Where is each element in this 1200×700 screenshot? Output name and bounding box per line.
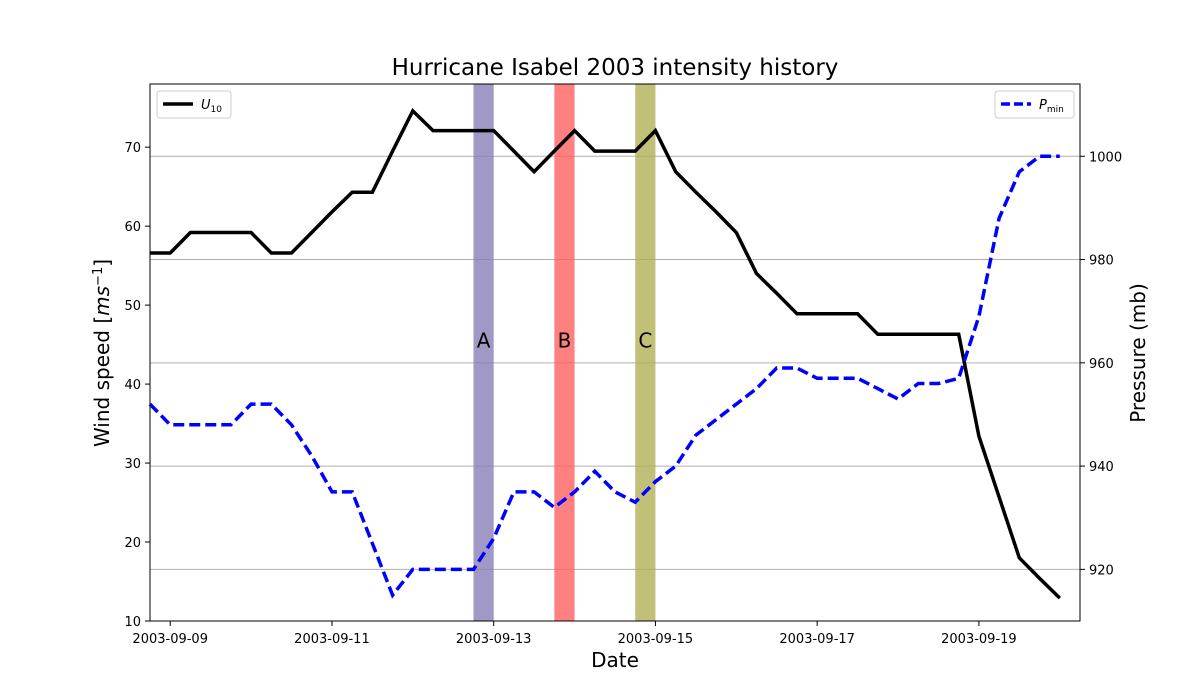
legend-pmin-box bbox=[994, 90, 1075, 119]
band-label-c: C bbox=[638, 329, 652, 353]
x-tick-label-2003-09-13: 2003-09-13 bbox=[456, 632, 532, 647]
axes-layer bbox=[149, 83, 1081, 622]
x-tick-label-2003-09-15: 2003-09-15 bbox=[618, 632, 694, 647]
legend-u10-box bbox=[156, 90, 232, 119]
plot-frame bbox=[149, 83, 1081, 622]
y-left-tick-label-40: 40 bbox=[124, 378, 141, 393]
y-axis-left-label-exponent: −1 bbox=[91, 267, 106, 286]
band-label-b: B bbox=[558, 329, 572, 353]
legend-pmin-label-main: P bbox=[1039, 98, 1047, 113]
series-line-u10 bbox=[150, 107, 1062, 600]
legend-pmin-label: Pmin bbox=[1039, 98, 1064, 115]
y-axis-left-label-unit: ms bbox=[90, 286, 114, 316]
y-right-tick-label-960: 960 bbox=[1089, 357, 1114, 372]
series-layer bbox=[148, 107, 1062, 600]
series-line-pmin bbox=[148, 154, 1060, 599]
band-a bbox=[473, 84, 494, 621]
legend-u10: U10 bbox=[156, 90, 232, 119]
legend-pmin-label-sub: min bbox=[1047, 105, 1064, 115]
grid-layer bbox=[150, 155, 1080, 570]
shaded-bands-layer: A B C bbox=[473, 84, 656, 621]
y-right-tick-label-980: 980 bbox=[1089, 254, 1114, 269]
band-label-a: A bbox=[477, 329, 491, 353]
x-tick-label-2003-09-11: 2003-09-11 bbox=[294, 632, 370, 647]
y-axis-left-label-main: Wind speed [ bbox=[90, 316, 114, 447]
legend-u10-label: U10 bbox=[201, 98, 222, 115]
y-axis-left-label: Wind speed [ms−1] bbox=[90, 259, 114, 447]
y-left-tick-label-50: 50 bbox=[124, 299, 141, 314]
ticks-layer: 2003-09-09 2003-09-11 2003-09-13 2003-09-15… bbox=[124, 141, 1122, 647]
y-right-tick-label-940: 940 bbox=[1089, 460, 1114, 475]
y-right-tick-label-920: 920 bbox=[1089, 563, 1114, 578]
band-b bbox=[554, 84, 575, 621]
y-left-tick-label-30: 30 bbox=[124, 457, 141, 472]
chart-title: Hurricane Isabel 2003 intensity history bbox=[392, 55, 839, 81]
legend-u10-label-sub: 10 bbox=[211, 105, 223, 115]
y-axis-left-label-close: ] bbox=[90, 259, 114, 267]
y-left-tick-label-70: 70 bbox=[124, 141, 141, 156]
legend-pmin: Pmin bbox=[994, 90, 1075, 119]
x-tick-label-2003-09-17: 2003-09-17 bbox=[779, 632, 855, 647]
y-right-tick-label-1000: 1000 bbox=[1089, 150, 1122, 165]
y-left-tick-label-20: 20 bbox=[124, 536, 141, 551]
band-c bbox=[635, 84, 656, 621]
x-tick-label-2003-09-19: 2003-09-19 bbox=[941, 632, 1017, 647]
y-left-tick-label-10: 10 bbox=[124, 615, 141, 630]
y-left-tick-label-60: 60 bbox=[124, 220, 141, 235]
legend-u10-label-main: U bbox=[201, 98, 211, 113]
x-tick-label-2003-09-09: 2003-09-09 bbox=[132, 632, 208, 647]
y-axis-right-label: Pressure (mb) bbox=[1126, 283, 1150, 423]
x-axis-label: Date bbox=[591, 648, 639, 672]
